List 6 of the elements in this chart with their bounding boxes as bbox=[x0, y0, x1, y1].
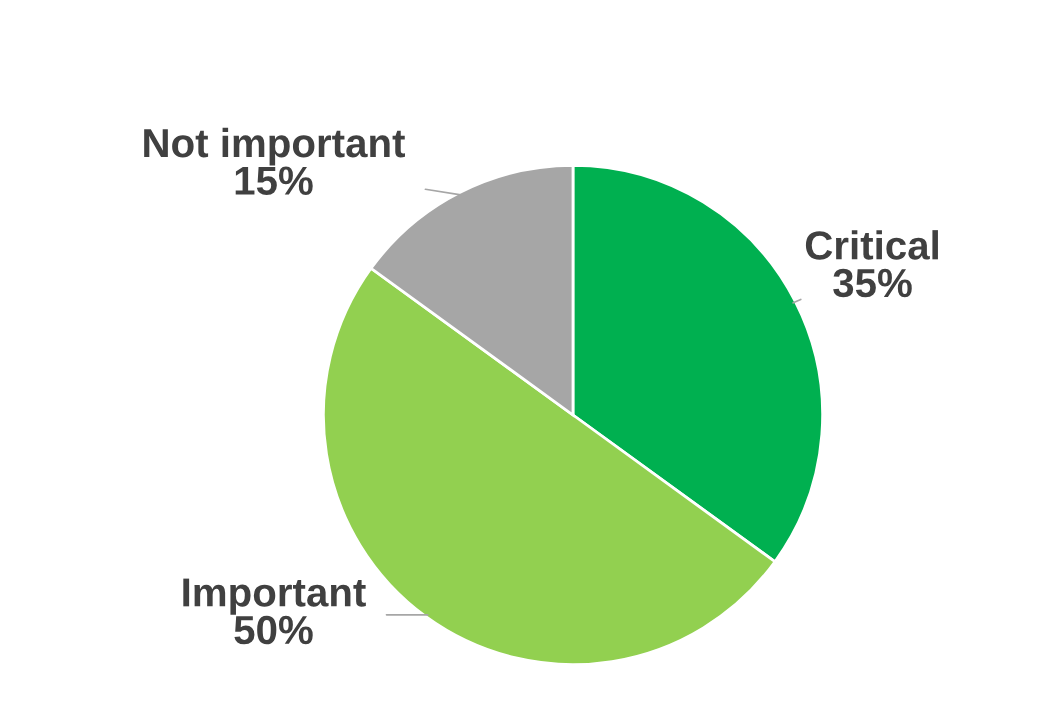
slice-label: Important bbox=[183, 578, 366, 615]
slice-label: Not important bbox=[144, 127, 405, 166]
data-label: 15% bbox=[235, 166, 313, 195]
slice-label: Critical bbox=[805, 230, 938, 260]
data-label: 35% bbox=[833, 268, 912, 298]
data-label: 50% bbox=[234, 615, 313, 645]
